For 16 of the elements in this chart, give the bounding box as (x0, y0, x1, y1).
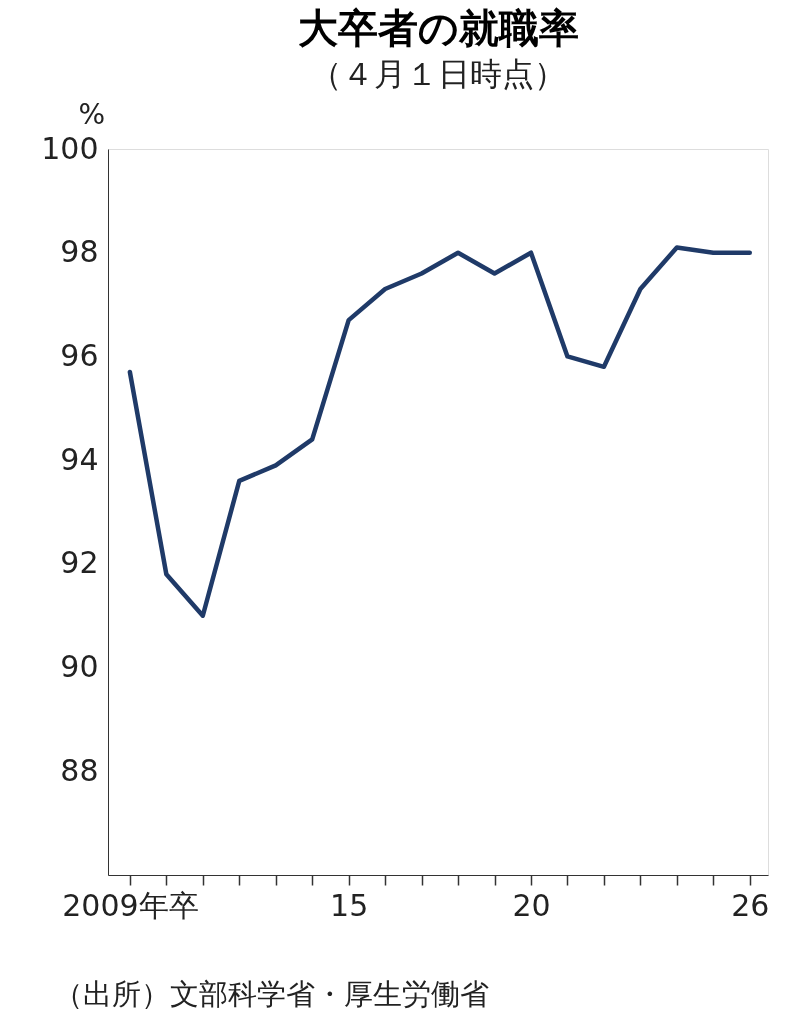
y-tick-label: 90 (60, 649, 99, 685)
chart-title: 大卒者の就職率 (297, 5, 579, 51)
chart-subtitle: （４月１日時点） (310, 55, 566, 93)
y-axis-title: % (78, 97, 106, 131)
x-tick-label: 15 (330, 887, 369, 923)
line-series (127, 245, 753, 618)
y-tick-label: 94 (60, 441, 99, 477)
x-tick-label: 26 (731, 887, 770, 923)
y-tick-label: 92 (60, 545, 99, 581)
text: （出所）文部科学省・厚生労働省 (53, 976, 489, 1011)
x-tick-label: 2009年卒 (62, 887, 199, 923)
y-tick-label: 98 (60, 234, 99, 270)
y-tick-label: 88 (60, 752, 99, 788)
x-tick-label: 20 (512, 887, 551, 923)
y-tick-label: 96 (60, 337, 99, 373)
y-tick-label: 100 (41, 130, 99, 166)
